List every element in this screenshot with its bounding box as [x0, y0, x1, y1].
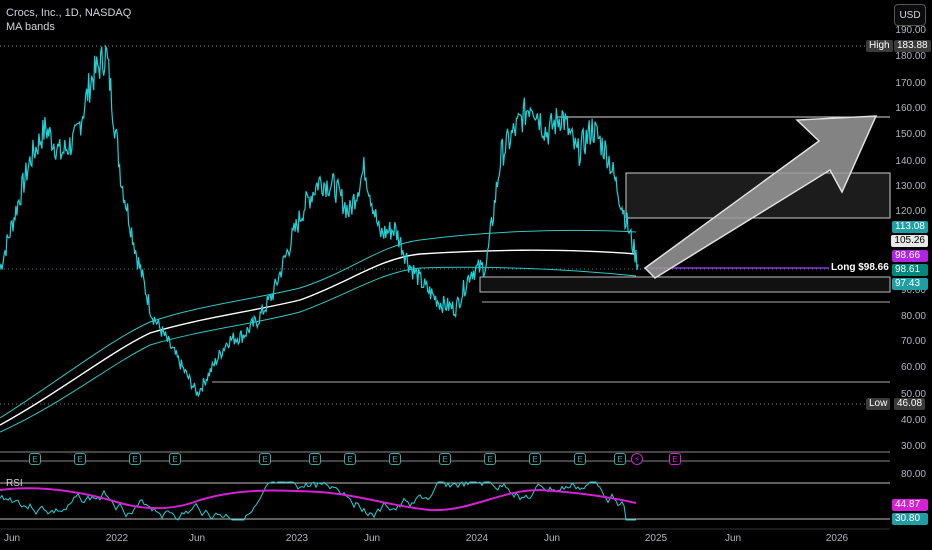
time-axis-label: 2026: [825, 533, 849, 544]
earnings-event-icon[interactable]: E: [669, 453, 681, 465]
earnings-event-icon[interactable]: E: [389, 453, 401, 465]
price-axis-tick: 50.00: [900, 389, 926, 400]
earnings-event-icon[interactable]: E: [129, 453, 141, 465]
price-axis-tick: 70.00: [900, 336, 926, 347]
price-axis-tick: 140.00: [895, 156, 926, 167]
time-axis-label: Jun: [3, 533, 21, 544]
earnings-event-icon[interactable]: E: [484, 453, 496, 465]
support-zone: [479, 276, 891, 293]
ma-upper-value-tag: 113.08: [892, 221, 928, 233]
low-value-tag: 46.08: [894, 398, 926, 410]
rsi-ma-value-tag: 44.87: [892, 499, 928, 511]
price-axis-tick: 190.00: [895, 25, 926, 36]
price-axis-tick: 60.00: [900, 362, 926, 373]
rsi-legend[interactable]: RSI: [6, 478, 23, 489]
projection-arrow[interactable]: [643, 115, 878, 279]
price-axis-tick: 150.00: [895, 129, 926, 140]
ma-band-lower: [0, 266, 637, 433]
rsi-axis-tick: 80.00: [900, 469, 926, 480]
dividend-event-icon[interactable]: ⚡: [631, 453, 643, 465]
ma-mid-value-tag: 105.26: [891, 235, 928, 247]
price-series-line: [0, 44, 639, 398]
price-axis-tick: 30.00: [900, 441, 926, 452]
time-axis-label: 2023: [285, 533, 309, 544]
time-axis-label: 2022: [105, 533, 129, 544]
earnings-event-icon[interactable]: E: [74, 453, 86, 465]
ma-band-upper: [0, 229, 637, 419]
indicator-legend[interactable]: MA bands: [6, 21, 55, 33]
high-label-tag: High: [866, 40, 893, 52]
currency-button[interactable]: USD: [894, 4, 926, 26]
price-axis-tick: 90.00: [900, 285, 926, 296]
earnings-event-icon[interactable]: E: [309, 453, 321, 465]
rsi-line: [0, 481, 636, 521]
earnings-event-icon[interactable]: E: [29, 453, 41, 465]
time-axis-label: Jun: [724, 533, 742, 544]
earnings-event-icon[interactable]: E: [169, 453, 181, 465]
price-axis-tick: 80.00: [900, 311, 926, 322]
price-axis-tick: 180.00: [895, 51, 926, 62]
time-axis-label: Jun: [543, 533, 561, 544]
high-value-tag: 183.88: [894, 40, 931, 52]
long-position-label[interactable]: Long $98.66: [829, 262, 891, 273]
earnings-event-icon[interactable]: E: [614, 453, 626, 465]
time-axis-label: Jun: [363, 533, 381, 544]
price-axis-tick: 130.00: [895, 181, 926, 192]
price-axis-tick: 170.00: [895, 78, 926, 89]
earnings-event-icon[interactable]: E: [439, 453, 451, 465]
time-axis-label: Jun: [188, 533, 206, 544]
time-axis-label: 2025: [644, 533, 668, 544]
earnings-event-icon[interactable]: E: [259, 453, 271, 465]
low-label-tag: Low: [866, 398, 891, 410]
ma-band-mid: [0, 249, 637, 426]
earnings-event-icon[interactable]: E: [344, 453, 356, 465]
rsi-value-tag: 30.80: [892, 513, 928, 525]
entry-value-tag: 98.66: [892, 250, 928, 262]
ma-lower-value-tag: 97.43: [892, 278, 928, 290]
price-axis-tick: 160.00: [895, 103, 926, 114]
rsi-ma-line: [0, 487, 637, 512]
price-axis-tick: 120.00: [895, 206, 926, 217]
earnings-event-icon[interactable]: E: [574, 453, 586, 465]
earnings-event-icon[interactable]: E: [529, 453, 541, 465]
time-axis-label: 2024: [465, 533, 489, 544]
price-axis-tick: 40.00: [900, 415, 926, 426]
last-price-tag: 98.61: [892, 264, 928, 276]
symbol-legend[interactable]: Crocs, Inc., 1D, NASDAQ: [6, 7, 132, 19]
